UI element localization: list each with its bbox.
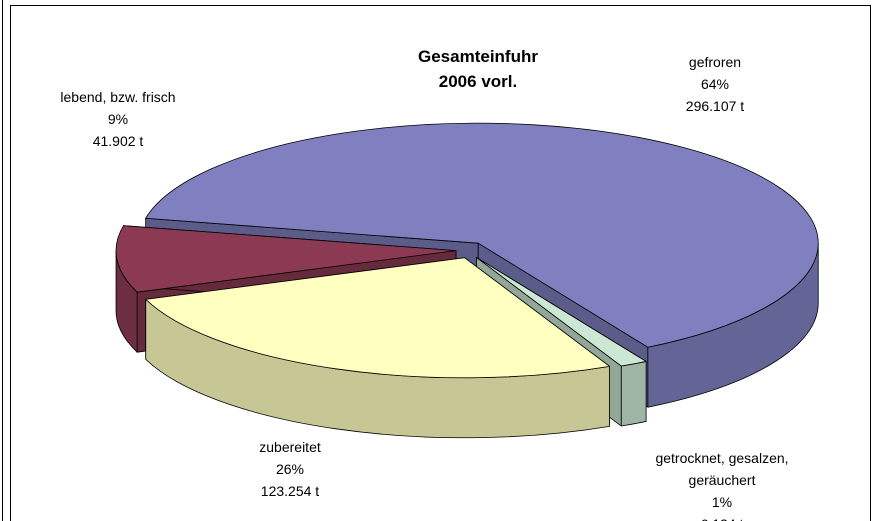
slice [476, 257, 647, 367]
slice [145, 122, 819, 348]
label-category: getrocknet, gesalzen, geräuchert [655, 450, 789, 488]
label-percent: 64% [700, 76, 730, 92]
label-amount: 6.124 t [655, 513, 788, 521]
label-category: gefroren [688, 54, 742, 70]
label-amount: 123.254 t [260, 483, 320, 499]
data-label: gefroren 64% 296.107 t [686, 51, 744, 117]
slice [115, 225, 457, 293]
chart-title: Gesamteinfuhr 2006 vorl. [418, 47, 538, 91]
label-amount: 296.107 t [685, 98, 745, 114]
label-percent: 1% [711, 494, 733, 510]
label-category: zubereitet [259, 439, 321, 455]
data-label: getrocknet, gesalzen, geräuchert 1% 6.124 … [655, 447, 788, 521]
label-category: lebend, bzw. frisch [60, 89, 176, 105]
slice-side [620, 361, 647, 427]
data-label: zubereitet 26% 123.254 t [259, 436, 320, 502]
slice [145, 257, 610, 379]
plot-frame [10, 5, 871, 521]
label-percent: 26% [275, 461, 305, 477]
label-percent: 9% [107, 111, 129, 127]
label-amount: 41.902 t [92, 133, 144, 149]
data-label: lebend, bzw. frisch 9% 41.902 t [60, 86, 175, 152]
